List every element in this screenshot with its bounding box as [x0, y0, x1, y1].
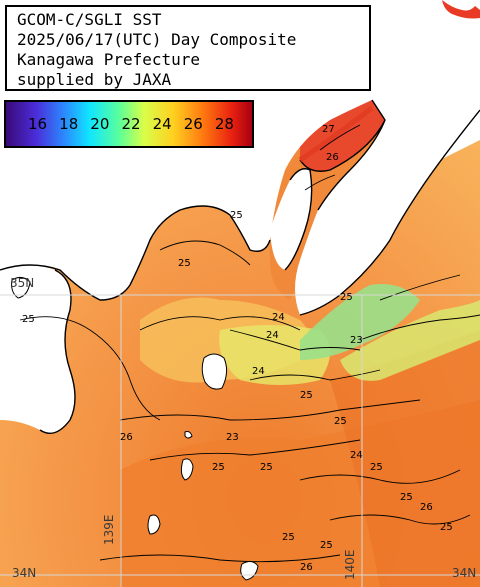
- coastline-north: [0, 205, 271, 301]
- contour-value-label: 26: [420, 502, 433, 513]
- land-miura: [270, 168, 312, 270]
- lat-label-34n-right: 34N: [452, 566, 477, 580]
- contour-value-label: 25: [260, 462, 273, 473]
- sst-color-legend: 16 18 20 22 24 26 28: [4, 100, 254, 148]
- contour-value-label: 25: [340, 292, 353, 303]
- island-niijima: [147, 514, 161, 535]
- title-line-3: Kanagawa Prefecture: [17, 50, 201, 69]
- contour-value-label: 25: [440, 522, 453, 533]
- legend-tick: 20: [90, 115, 110, 133]
- cold-water-east: [300, 284, 420, 360]
- legend-tick: 22: [121, 115, 141, 133]
- boso-tip-red-water: [442, 0, 480, 19]
- title-line-4: supplied by JAXA: [17, 70, 172, 89]
- contour-value-label: 25: [400, 492, 413, 503]
- contour-value-label: 25: [230, 210, 243, 221]
- lon-label-139e: 139E: [102, 514, 116, 546]
- contour-value-label: 25: [178, 258, 191, 269]
- legend-tick-row: 16 18 20 22 24 26 28: [6, 115, 252, 133]
- contour-value-label: 25: [22, 314, 35, 325]
- contour-value-label: 25: [300, 390, 313, 401]
- contour-value-label: 25: [212, 462, 225, 473]
- legend-color-bar: [6, 102, 252, 146]
- lat-label-35n: 35N: [10, 276, 35, 290]
- title-line-2: 2025/06/17(UTC) Day Composite: [17, 30, 297, 49]
- contour-value-label: 26: [326, 152, 339, 163]
- contour-value-label: 25: [282, 532, 295, 543]
- hot-inner-bay-band: [298, 106, 374, 163]
- land-boso-tip: [395, 0, 480, 166]
- island-toshima: [180, 458, 194, 481]
- contour-value-label: 25: [370, 462, 383, 473]
- contour-value-label: 26: [120, 432, 133, 443]
- lat-label-34n-left: 34N: [12, 566, 37, 580]
- contour-value-label: 24: [272, 312, 285, 323]
- legend-tick: 28: [214, 115, 234, 133]
- tokyo-bay-inner-hot: [300, 100, 385, 172]
- contour-value-label: 27: [322, 124, 335, 135]
- island-small-2: [11, 276, 31, 299]
- contour-label-layer: 27 26 25 25 25 24 24 23 24 25 25 24 23 25 25 25 25 26 25 25…: [22, 124, 453, 573]
- contour-value-label: 24: [350, 450, 363, 461]
- lon-label-140e: 140E: [343, 549, 357, 581]
- coastline-izu: [39, 269, 76, 434]
- legend-tick: 18: [59, 115, 79, 133]
- coastline-boso: [299, 109, 480, 316]
- legend-tick: 24: [152, 115, 172, 133]
- map-title-box: GCOM-C/SGLI SST 2025/06/17(UTC) Day Comp…: [5, 5, 371, 91]
- graticule: [0, 294, 480, 587]
- sst-contours: [19, 124, 480, 563]
- legend-tick: 26: [183, 115, 203, 133]
- cool-water-boso: [340, 300, 480, 381]
- warm-water-southeast: [330, 330, 480, 587]
- contour-value-label: 23: [226, 432, 239, 443]
- contour-value-label: 23: [350, 335, 363, 346]
- contour-value-label: 25: [320, 540, 333, 551]
- contour-value-label: 24: [266, 330, 279, 341]
- land-izu: [0, 265, 75, 434]
- island-oshima: [201, 353, 228, 390]
- coastline-tokyo-bay: [284, 99, 386, 271]
- contour-value-label: 24: [252, 366, 265, 377]
- contour-value-label: 26: [300, 562, 313, 573]
- title-line-1: GCOM-C/SGLI SST: [17, 10, 162, 29]
- island-small-1: [184, 431, 193, 439]
- legend-tick: 16: [28, 115, 48, 133]
- contour-value-label: 25: [334, 416, 347, 427]
